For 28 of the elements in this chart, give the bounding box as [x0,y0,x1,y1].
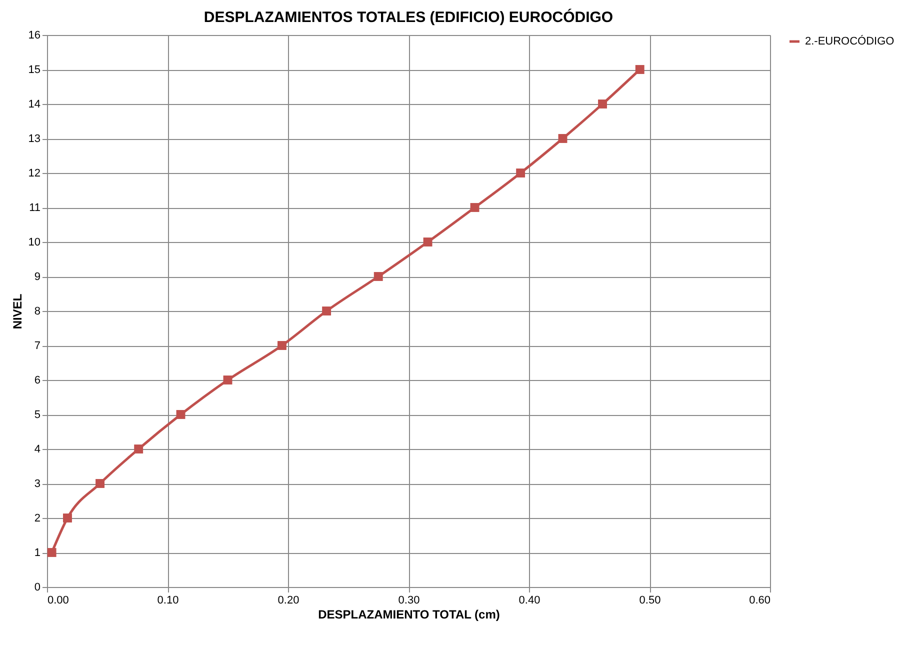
y-tick-label: 7 [34,340,40,352]
x-tick-label: 0.10 [157,594,179,606]
legend-label: 2.-EUROCÓDIGO [805,34,895,48]
y-tick-label: 5 [34,409,40,421]
chart-title: DESPLAZAMIENTOS TOTALES (EDIFICIO) EUROCÓDIGO [204,8,614,26]
y-tick-label: 0 [34,582,40,594]
x-tick-label: 0.60 [749,594,770,606]
y-tick-label: 12 [28,168,40,180]
x-tick-label: 0.20 [278,594,300,606]
y-tick-label: 9 [34,271,40,283]
y-tick-label: 11 [29,202,40,214]
x-tick-label: 0.50 [639,594,661,606]
y-tick-label: 15 [28,64,40,76]
y-tick-label: 4 [34,444,40,456]
y-tick-label: 13 [28,133,40,145]
y-tick-label: 16 [28,30,40,42]
y-tick-label: 2 [34,512,40,524]
y-tick-label: 3 [34,478,40,490]
y-axis-title: NIVEL [10,294,24,330]
y-tick-label: 6 [34,374,40,386]
x-tick-label: 0.30 [398,594,420,606]
x-tick-label: 0.40 [518,594,540,606]
x-tick-label: 0.00 [48,594,69,606]
y-tick-label: 1 [34,547,40,559]
x-axis-title: DESPLAZAMIENTO TOTAL (cm) [318,608,500,622]
y-tick-label: 10 [28,236,40,248]
y-tick-label: 14 [28,98,40,110]
y-tick-label: 8 [34,306,40,318]
